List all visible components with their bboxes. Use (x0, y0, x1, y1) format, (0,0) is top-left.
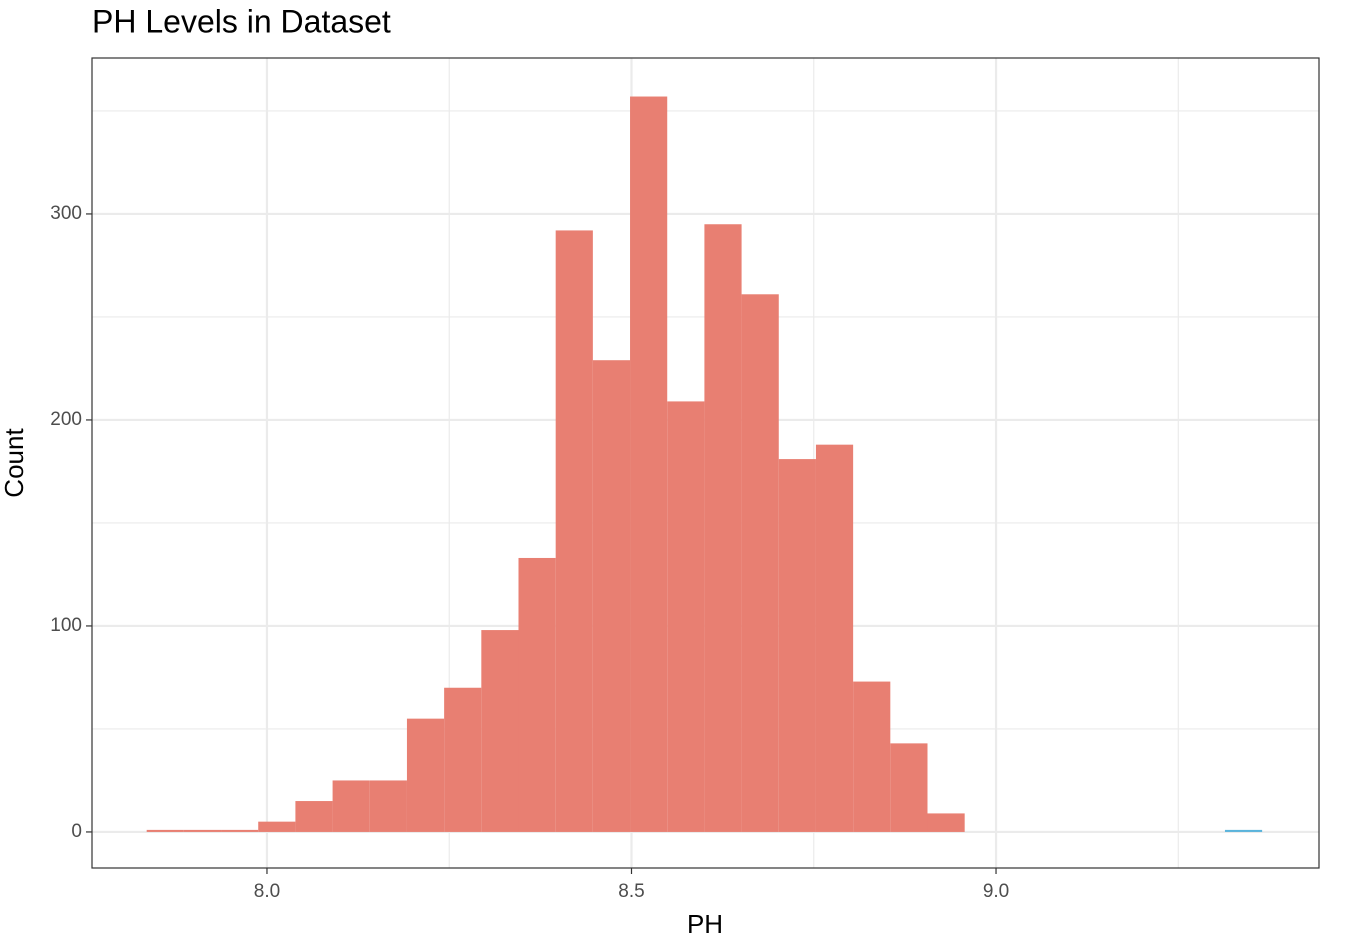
histogram-bar (183, 829, 222, 832)
histogram-bar (1224, 829, 1263, 832)
x-tick-label: 8.0 (254, 881, 280, 902)
histogram-bar (778, 459, 816, 832)
histogram-bar (630, 96, 668, 832)
histogram-bar (853, 681, 891, 832)
histogram-bar (927, 813, 965, 832)
y-tick-label: 100 (50, 615, 82, 636)
x-tick-label: 9.0 (983, 881, 1009, 902)
histogram-bar (332, 780, 370, 832)
histogram-bar (667, 401, 705, 832)
histogram-bar (258, 821, 296, 832)
histogram-bar (444, 687, 482, 832)
x-axis-title: PH (687, 909, 723, 939)
histogram-bar (369, 780, 407, 832)
bars (146, 96, 1263, 832)
y-tick-label: 200 (50, 409, 82, 430)
histogram-bar (481, 630, 519, 832)
histogram-bar (146, 829, 184, 832)
x-tick-label: 8.5 (618, 881, 644, 902)
histogram-bar (295, 801, 333, 832)
histogram-bar (704, 224, 742, 832)
histogram-bar (815, 444, 854, 832)
panel-border (91, 57, 1320, 869)
histogram-bar (592, 360, 631, 832)
histogram-bar (741, 294, 779, 832)
histogram-bar (221, 829, 259, 832)
y-tick-label: 0 (71, 821, 82, 842)
chart-title: PH Levels in Dataset (92, 3, 391, 39)
y-tick-label: 300 (50, 203, 82, 224)
histogram-bar (555, 230, 593, 832)
y-axis-title: Count (0, 428, 29, 498)
histogram-bar (406, 718, 445, 832)
histogram-bar (518, 557, 556, 832)
histogram-bar (890, 743, 928, 832)
